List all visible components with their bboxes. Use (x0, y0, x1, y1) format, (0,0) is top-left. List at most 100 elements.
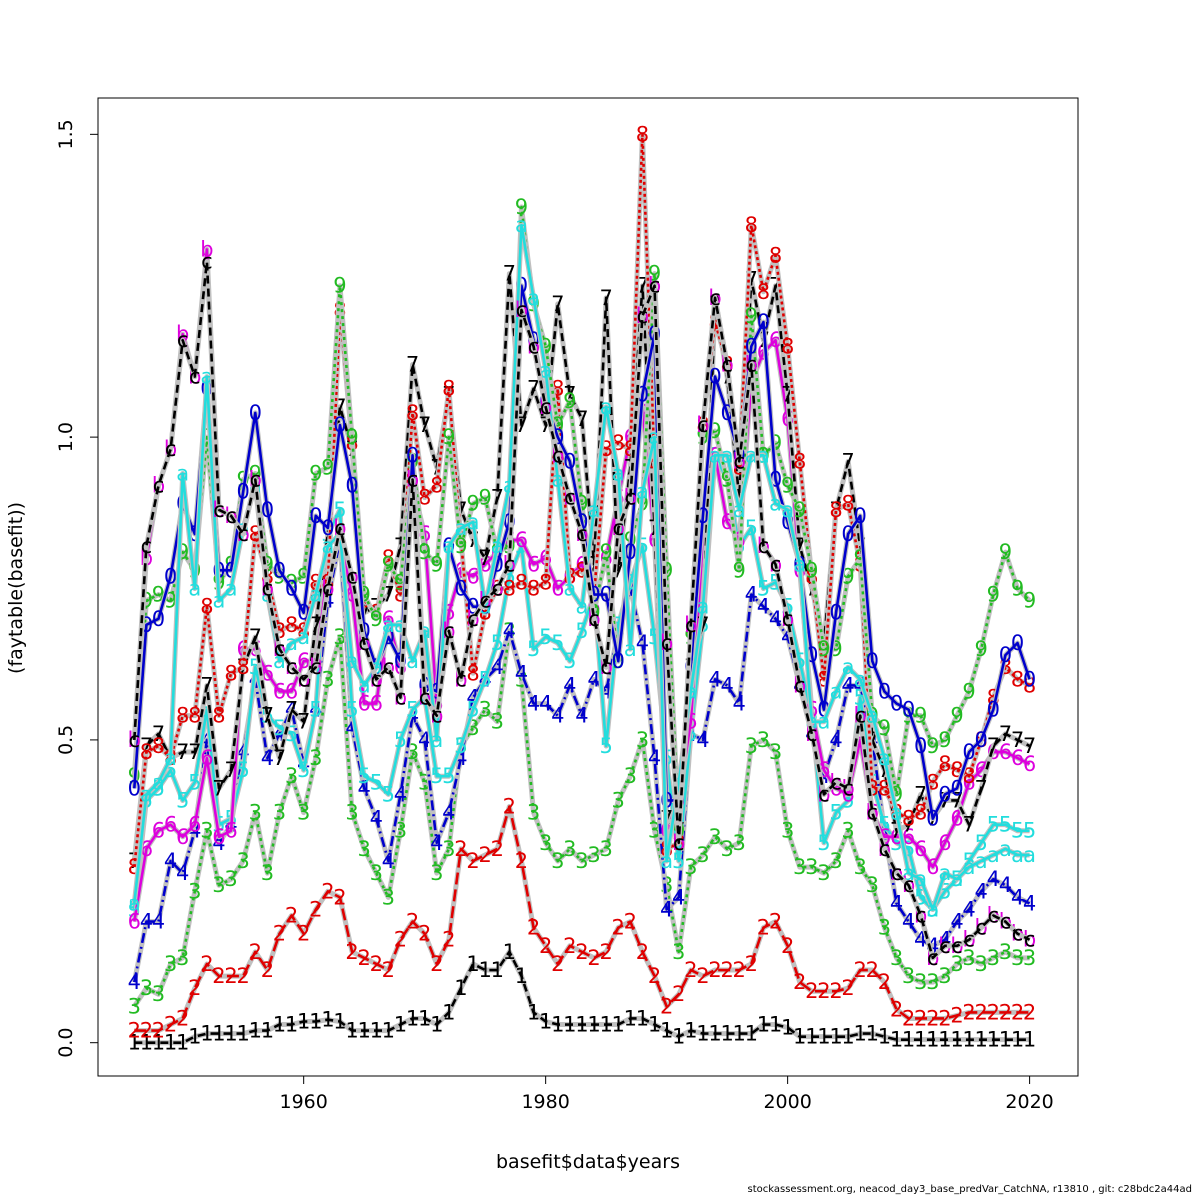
series-9-point: 9 (418, 540, 431, 564)
series-a-point: a (938, 861, 951, 885)
series-3-point: 3 (624, 764, 637, 788)
series-1-point: 1 (1011, 1028, 1024, 1052)
series-a-point: a (721, 443, 734, 467)
series-2-point: 2 (345, 940, 358, 964)
series-c-line (132, 260, 1031, 960)
series-1-point: 1 (418, 1006, 431, 1030)
series-6-point: 6 (188, 813, 201, 837)
series-2-point: 2 (781, 934, 794, 958)
series-5-point: 5 (406, 698, 419, 722)
series-0-point: 0 (236, 480, 249, 504)
series-a-point: a (491, 534, 504, 558)
series-6-point: 6 (370, 692, 383, 716)
series-1-point: 1 (938, 1028, 951, 1052)
series-0-point: 0 (878, 679, 891, 703)
series-9-point: 9 (309, 461, 322, 485)
series-1-point: 1 (975, 1028, 988, 1052)
series-a-point: a (213, 589, 226, 613)
series-1-point: 1 (333, 1009, 346, 1033)
series-4-point: 4 (696, 728, 709, 752)
series-c-point: c (237, 522, 249, 546)
series-2-point: 2 (599, 940, 612, 964)
series-9-point: 9 (466, 492, 479, 516)
series-c-point: c (407, 468, 419, 492)
series-c-point: c (1024, 928, 1036, 952)
series-c-point: c (1012, 922, 1024, 946)
series-4-point: 4 (587, 667, 600, 691)
series-1-point: 1 (769, 1013, 782, 1037)
series-7-point: 7 (188, 740, 201, 764)
series-4-point: 4 (128, 970, 141, 994)
series-2-point: 2 (720, 958, 733, 982)
series-0-point: 0 (914, 734, 927, 758)
series-3-point: 3 (297, 801, 310, 825)
series-5-point: 5 (297, 758, 310, 782)
series-2-point: 2 (575, 940, 588, 964)
series-2-point: 2 (503, 795, 516, 819)
series-3-point: 3 (841, 819, 854, 843)
series-3-point: 3 (745, 734, 758, 758)
series-9-point: 9 (321, 455, 334, 479)
series-9-point: 9 (987, 583, 1000, 607)
series-3-point: 3 (539, 831, 552, 855)
series-9-point: 9 (781, 474, 794, 498)
series-4-point: 4 (672, 885, 685, 909)
series-0-point: 0 (406, 443, 419, 467)
series-a-point: a (406, 649, 419, 673)
series-7-point: 7 (406, 352, 419, 376)
series-c-point: c (927, 946, 939, 970)
series-4-point: 4 (720, 673, 733, 697)
series-1-point: 1 (515, 964, 528, 988)
series-a-point: a (697, 595, 710, 619)
series-6-point: 6 (164, 813, 177, 837)
series-c-point: c (419, 686, 431, 710)
series-1-point: 1 (841, 1025, 854, 1049)
series-c-point: c (370, 667, 382, 691)
series-8-point: 8 (841, 492, 854, 516)
series-3-point: 3 (164, 952, 177, 976)
series-1: 1111111111111111111111111111111111111111… (128, 940, 1037, 1055)
series-2-point: 2 (563, 934, 576, 958)
series-7-point: 7 (987, 734, 1000, 758)
series-2-point: 2 (442, 928, 455, 952)
series-4-point: 4 (575, 704, 588, 728)
series-a-point: a (963, 855, 976, 879)
series-8-point: 8 (382, 546, 395, 570)
series-3-point: 3 (188, 879, 201, 903)
series-6-point: 6 (128, 910, 141, 934)
series-1-point: 1 (539, 1009, 552, 1033)
series-4-point: 4 (430, 831, 443, 855)
series-3-point: 3 (769, 740, 782, 764)
series-6-line (133, 338, 1031, 922)
series-1-point: 1 (382, 1019, 395, 1043)
series-8-point: 8 (224, 661, 237, 685)
series-3-point: 3 (938, 964, 951, 988)
series-5-point: 5 (999, 813, 1012, 837)
series-3-point: 3 (684, 855, 697, 879)
series-3-point: 3 (212, 873, 225, 897)
series-4-point: 4 (515, 661, 528, 685)
series-c-point: c (455, 667, 467, 691)
series-1-point: 1 (793, 1025, 806, 1049)
series-a-point: a (733, 498, 746, 522)
series-1-point: 1 (345, 1019, 358, 1043)
series-8-line (133, 133, 1031, 868)
series-c-point: c (528, 334, 540, 358)
series-9-point: 9 (285, 570, 298, 594)
series-c-point: c (358, 631, 370, 655)
series-8-point: 8 (236, 655, 249, 679)
series-7-point: 7 (999, 722, 1012, 746)
series-1-line (134, 950, 1030, 1044)
series-2-point: 2 (212, 964, 225, 988)
series-3-point: 3 (176, 946, 189, 970)
series-3-point: 3 (987, 946, 1000, 970)
series-2-point: 2 (878, 970, 891, 994)
series-a-point: a (225, 577, 238, 601)
series-3-point: 3 (357, 837, 370, 861)
series-a-point: a (636, 480, 649, 504)
series-3-point: 3 (866, 873, 879, 897)
series-3-point: 3 (805, 855, 818, 879)
series-5-point: 5 (454, 734, 467, 758)
series-3-point: 3 (999, 940, 1012, 964)
